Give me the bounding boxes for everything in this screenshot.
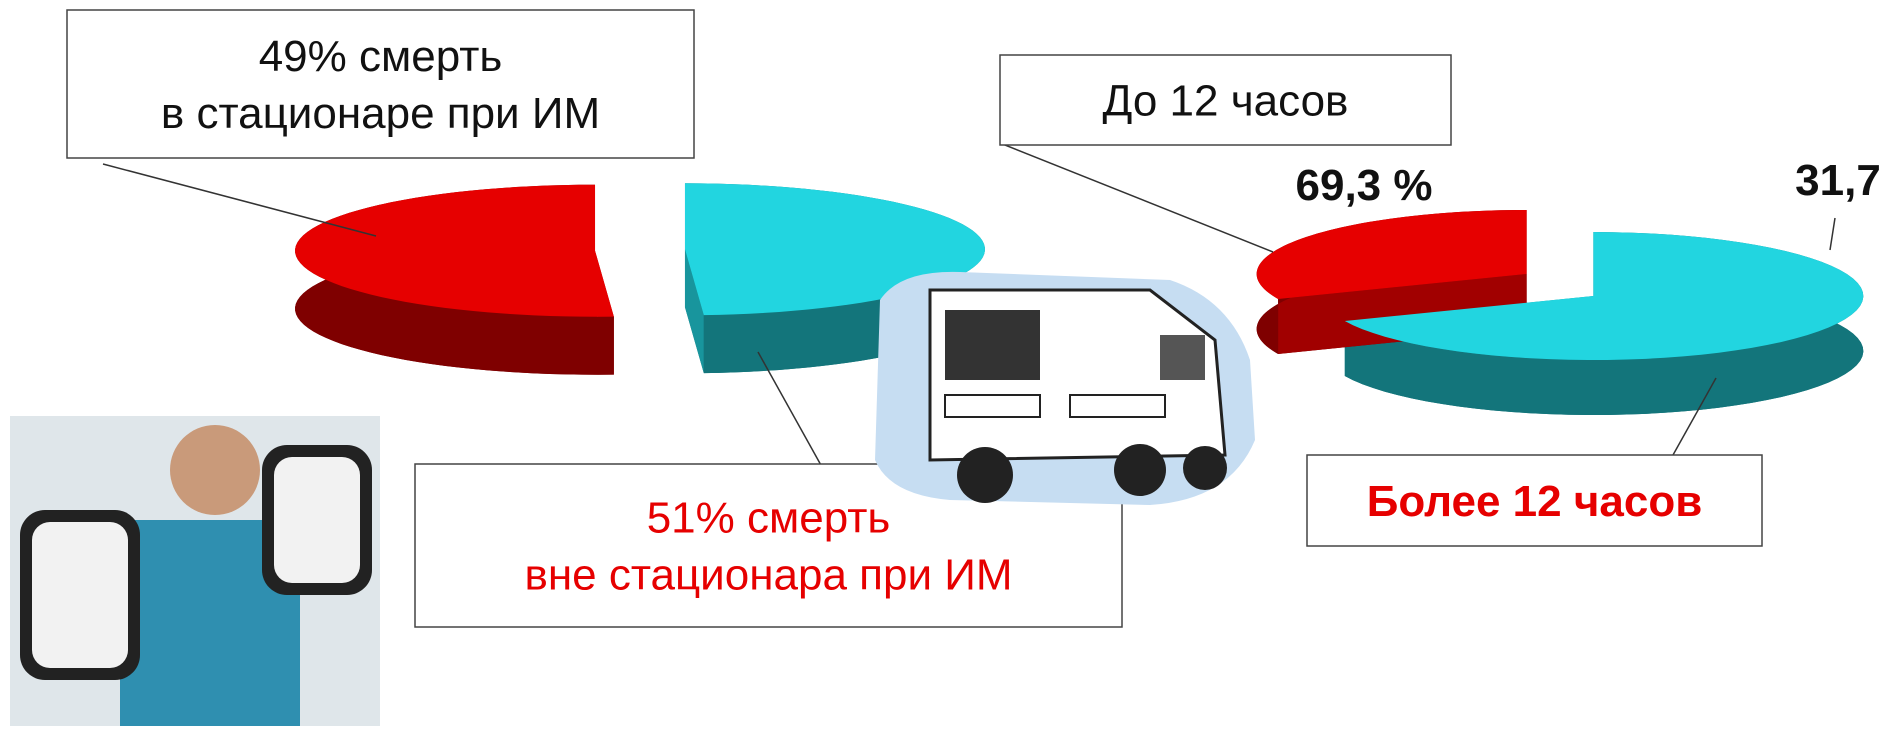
callout-line: 49% смерть xyxy=(259,32,503,81)
value-label: 69,3 % xyxy=(1296,161,1433,210)
slide: 49% смерть в стационаре при ИМ 51% смерть в… xyxy=(0,0,1901,726)
ambulance xyxy=(875,272,1255,505)
callout-label: Более 12 часов xyxy=(1367,477,1703,526)
callout-line: Более 12 часов xyxy=(1367,477,1703,526)
callout-line: До 12 часов xyxy=(1103,76,1349,125)
leader-line xyxy=(758,352,822,467)
photo xyxy=(10,416,380,726)
leader-line xyxy=(1830,218,1835,250)
leader-line xyxy=(1000,143,1273,252)
callout-line: в стационаре при ИМ xyxy=(161,89,600,138)
callout-label: До 12 часов xyxy=(1103,76,1349,125)
callout-line: 51% смерть xyxy=(647,493,891,542)
leader-line xyxy=(103,164,376,236)
value-label: 31,7 xyxy=(1795,156,1881,205)
page: {"chart_data": [ {"type": "pie3d", "cate… xyxy=(0,0,1901,726)
callout-line: вне стационара при ИМ xyxy=(524,551,1012,600)
